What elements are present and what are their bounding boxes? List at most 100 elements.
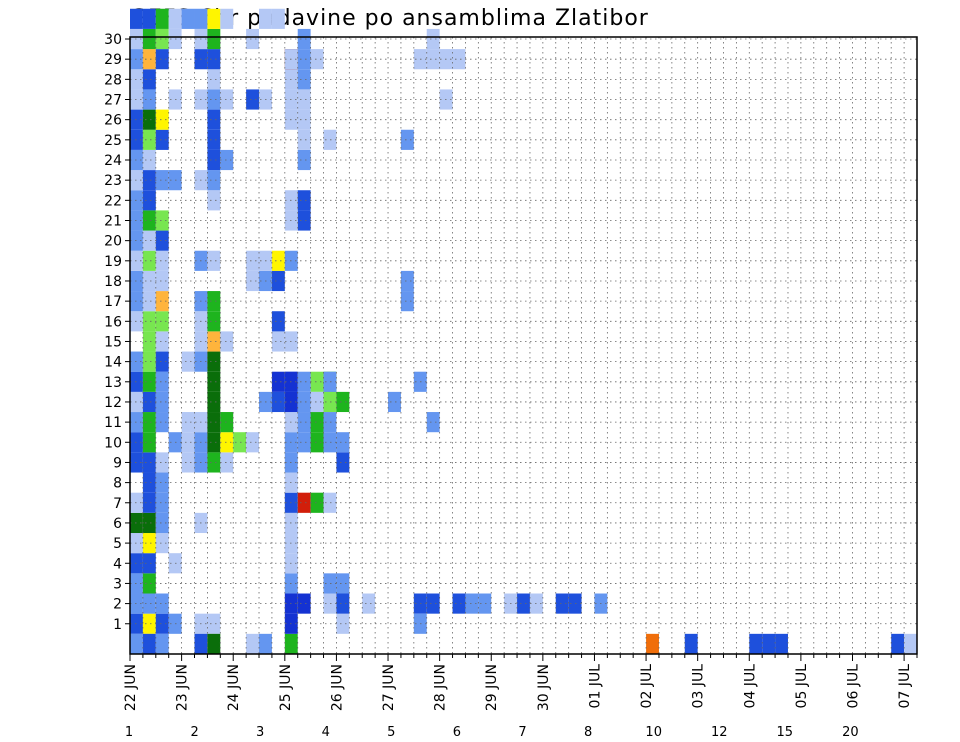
x-axis: 22 JUN 23 JUN 24 JUN 25 JUN 26 JUN 27 JUN 28 J… bbox=[123, 654, 918, 711]
y-tick-label: 11 bbox=[104, 415, 122, 431]
y-tick-label: 14 bbox=[104, 355, 122, 371]
heatmap-cell bbox=[310, 391, 324, 413]
heatmap-cell bbox=[142, 69, 156, 90]
colorbar: 1 2 3 4 5 6 7 8 10 12 15 20 bbox=[125, 725, 859, 740]
y-tick-label: 4 bbox=[113, 556, 122, 572]
heatmap-cell bbox=[155, 633, 169, 654]
x-tick-label: 22 JUN bbox=[123, 664, 139, 711]
x-tick-label: 06 JUL bbox=[846, 664, 862, 709]
y-tick-label: 10 bbox=[104, 435, 122, 451]
colorbar-label: 10 bbox=[645, 725, 662, 740]
heatmap-cell bbox=[181, 8, 195, 29]
heatmap-cell bbox=[207, 351, 221, 372]
heatmap-cell bbox=[155, 270, 169, 292]
heatmap-cell bbox=[336, 391, 350, 413]
colorbar-label: 1 bbox=[125, 725, 133, 740]
y-tick-label: 26 bbox=[104, 113, 122, 129]
y-tick-label: 28 bbox=[104, 72, 122, 88]
heatmap-cell bbox=[155, 250, 169, 271]
heatmap-cell bbox=[142, 492, 156, 513]
heatmap-cell bbox=[207, 170, 221, 191]
heatmap-cell bbox=[142, 49, 156, 70]
heatmap-cell bbox=[297, 371, 311, 392]
y-tick-label: 17 bbox=[104, 294, 122, 310]
heatmap-cell bbox=[155, 613, 169, 634]
heatmap-cell bbox=[155, 512, 169, 534]
y-tick-label: 9 bbox=[113, 455, 122, 471]
heatmap-cell bbox=[207, 311, 221, 332]
y-tick-label: 1 bbox=[113, 617, 122, 633]
heatmap-cell bbox=[142, 573, 156, 594]
x-tick-label: 03 JUL bbox=[691, 664, 707, 709]
heatmap-cell bbox=[220, 331, 234, 352]
heatmap-cell bbox=[155, 8, 169, 29]
x-tick-label: 23 JUN bbox=[175, 664, 191, 711]
heatmap-cell bbox=[749, 633, 763, 654]
y-tick-label: 13 bbox=[104, 375, 122, 391]
heatmap-cell bbox=[426, 593, 440, 614]
heatmap-cell bbox=[297, 129, 311, 150]
heatmap-cell bbox=[207, 412, 221, 433]
heatmap-cell bbox=[246, 633, 260, 654]
heatmap-cell bbox=[323, 593, 337, 614]
heatmap-cell bbox=[142, 129, 156, 150]
heatmap-cell bbox=[207, 49, 221, 70]
x-tick-label: 01 JUL bbox=[588, 664, 604, 709]
colorbar-label: 5 bbox=[387, 725, 395, 740]
heatmap-cell bbox=[155, 311, 169, 332]
heatmap-cell bbox=[297, 492, 311, 513]
heatmap-cell bbox=[155, 230, 169, 251]
heatmap-cell bbox=[904, 633, 917, 654]
y-tick-label: 15 bbox=[104, 334, 122, 350]
heatmap-cell bbox=[207, 452, 221, 473]
heatmap-cell bbox=[271, 270, 285, 292]
heatmap-cell bbox=[362, 593, 376, 614]
heatmap-cell bbox=[452, 593, 466, 614]
x-tick-label: 28 JUN bbox=[433, 664, 449, 711]
x-tick-label: 07 JUL bbox=[897, 664, 913, 709]
colorbar-label: 15 bbox=[777, 725, 794, 740]
heatmap-cell bbox=[142, 89, 156, 110]
heatmap-cell bbox=[310, 412, 324, 433]
heatmap-cell bbox=[336, 593, 350, 614]
heatmap-cell bbox=[220, 149, 234, 171]
heatmap-cell bbox=[207, 250, 221, 271]
heatmap-cell bbox=[400, 291, 414, 312]
colorbar-label: 6 bbox=[453, 725, 461, 740]
x-tick-label: 02 JUL bbox=[639, 664, 655, 709]
heatmap-cell bbox=[323, 412, 337, 433]
heatmap-cell bbox=[323, 129, 337, 150]
heatmap-cell bbox=[181, 351, 195, 372]
heatmap-cell bbox=[155, 371, 169, 392]
heatmap-cell bbox=[646, 633, 659, 654]
heatmap-cell bbox=[155, 391, 169, 413]
x-tick-label: 04 JUL bbox=[742, 664, 758, 709]
cell-layer bbox=[130, 8, 917, 654]
heatmap-cell bbox=[207, 371, 221, 392]
heatmap-cell bbox=[891, 633, 905, 654]
heatmap-cell bbox=[142, 28, 156, 50]
heatmap-cell bbox=[155, 291, 169, 312]
heatmap-cell bbox=[155, 331, 169, 352]
heatmap-cell bbox=[130, 633, 143, 654]
x-tick-label: 05 JUL bbox=[794, 664, 810, 709]
heatmap-cell bbox=[297, 210, 311, 231]
y-tick-label: 18 bbox=[104, 274, 122, 290]
heatmap-cell bbox=[194, 633, 208, 654]
heatmap-cell bbox=[207, 331, 221, 352]
y-tick-label: 30 bbox=[104, 32, 122, 48]
heatmap-cell bbox=[336, 573, 350, 594]
y-tick-label: 25 bbox=[104, 133, 122, 149]
heatmap-cell bbox=[155, 492, 169, 513]
heatmap-cell bbox=[142, 593, 156, 614]
heatmap-cell bbox=[323, 371, 337, 392]
heatmap-cell bbox=[181, 432, 195, 453]
heatmap-cell bbox=[155, 210, 169, 231]
x-tick-label: 26 JUN bbox=[329, 664, 345, 711]
heatmap-cell bbox=[155, 28, 169, 50]
heatmap-cell bbox=[155, 49, 169, 70]
heatmap-cell bbox=[142, 331, 156, 352]
heatmap-cell bbox=[323, 492, 337, 513]
heatmap-cell bbox=[271, 331, 285, 352]
heatmap-cell bbox=[246, 89, 260, 110]
